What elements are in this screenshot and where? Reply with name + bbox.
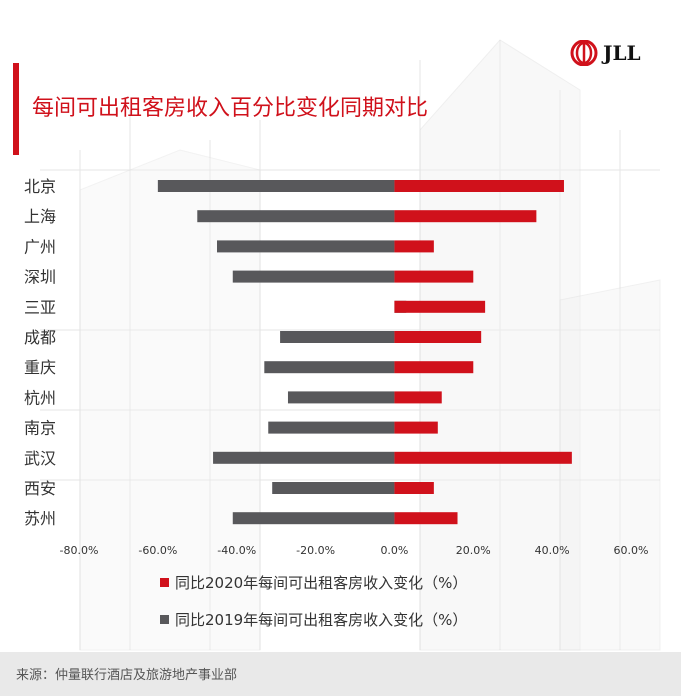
bar-2020-7 xyxy=(394,391,442,404)
category-label: 苏州 xyxy=(24,509,56,528)
bar-2020-1 xyxy=(394,210,537,223)
chart-title: 每间可出租客房收入百分比变化同期对比 xyxy=(32,96,429,121)
bar-2020-0 xyxy=(394,180,564,192)
legend-item-2020: 同比2020年每间可出租客房收入变化（%） xyxy=(160,572,467,592)
title-accent-bar xyxy=(13,63,19,155)
category-label: 杭州 xyxy=(24,388,56,407)
bar-2020-6 xyxy=(394,361,474,374)
brand-logo: JLL xyxy=(570,40,641,66)
bar-2019-3 xyxy=(232,270,395,283)
jll-swirl-icon xyxy=(570,40,598,66)
bar-2019-5 xyxy=(280,331,395,343)
bar-2019-6 xyxy=(264,361,395,374)
category-label: 三亚 xyxy=(24,298,56,317)
legend-swatch-2020 xyxy=(160,577,169,587)
category-label: 重庆 xyxy=(24,358,56,377)
bar-2019-2 xyxy=(217,240,395,253)
category-label: 西安 xyxy=(24,479,56,498)
category-label: 深圳 xyxy=(24,268,56,287)
bar-2020-11 xyxy=(394,512,458,525)
bar-2019-9 xyxy=(213,451,395,464)
bar-2019-0 xyxy=(157,180,395,192)
category-label: 南京 xyxy=(24,419,56,438)
legend: 同比2020年每间可出租客房收入变化（%） 同比2019年每间可出租客房收入变化… xyxy=(160,572,467,646)
x-tick-label: -40.0% xyxy=(217,544,256,557)
bar-2020-3 xyxy=(394,270,474,283)
bar-2020-8 xyxy=(394,421,438,434)
bar-2020-4 xyxy=(394,300,486,313)
category-label: 北京 xyxy=(24,177,56,196)
source-note: 来源：仲量联行酒店及旅游地产事业部 xyxy=(16,668,238,683)
bar-2019-8 xyxy=(268,421,395,434)
x-tick-label: -60.0% xyxy=(138,544,177,557)
bar-2019-7 xyxy=(287,391,395,404)
bar-2020-2 xyxy=(394,240,434,253)
x-tick-label: 40.0% xyxy=(535,544,570,557)
bar-2020-5 xyxy=(394,331,482,343)
bar-2019-11 xyxy=(232,512,395,525)
category-label: 上海 xyxy=(24,207,56,226)
bar-2020-9 xyxy=(394,451,572,464)
legend-label-2020: 同比2020年每间可出租客房收入变化（%） xyxy=(175,573,468,592)
bar-2019-1 xyxy=(197,210,395,223)
x-tick-label: 60.0% xyxy=(614,544,649,557)
category-label: 武汉 xyxy=(24,449,56,468)
category-label: 广州 xyxy=(24,237,56,256)
footer: 来源：仲量联行酒店及旅游地产事业部 xyxy=(0,652,681,696)
x-tick-label: -20.0% xyxy=(296,544,335,557)
bar-2020-10 xyxy=(394,482,434,494)
bar-2019-10 xyxy=(272,482,395,494)
logo-text: JLL xyxy=(603,41,641,65)
legend-item-2019: 同比2019年每间可出租客房收入变化（%） xyxy=(160,609,467,629)
x-tick-label: -80.0% xyxy=(60,544,99,557)
category-label: 成都 xyxy=(24,328,56,347)
legend-swatch-2019 xyxy=(160,614,169,624)
legend-label-2019: 同比2019年每间可出租客房收入变化（%） xyxy=(175,610,468,629)
x-tick-label: 20.0% xyxy=(456,544,491,557)
x-tick-label: 0.0% xyxy=(380,544,408,557)
